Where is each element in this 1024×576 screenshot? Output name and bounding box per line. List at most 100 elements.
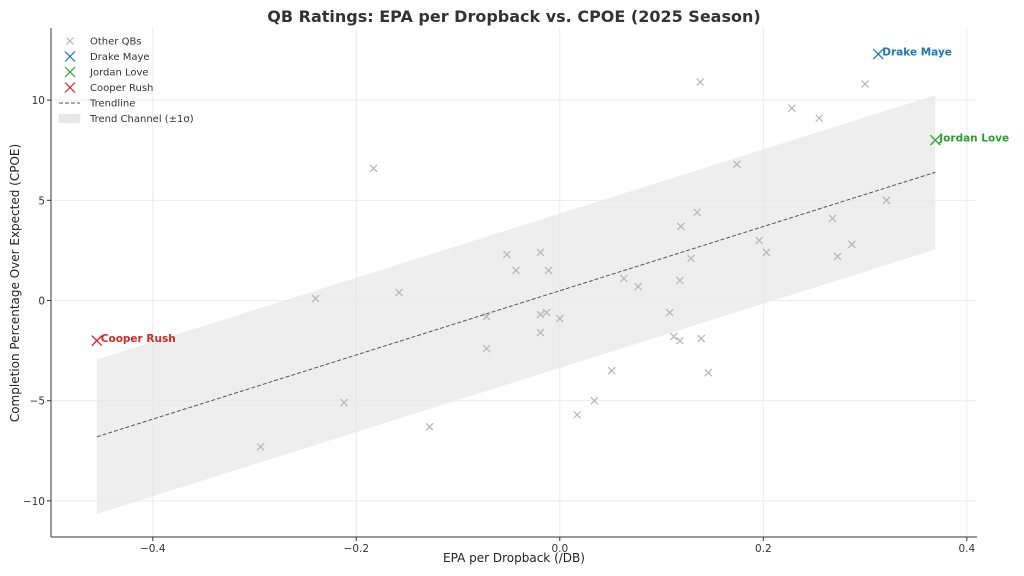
marker-stroke [340,398,348,407]
x-tick-label: 0.0 [551,543,568,555]
data-point [847,240,856,249]
point-annotation: Drake Maye [882,47,952,59]
data-point [697,334,706,343]
highlight-point [929,134,941,146]
point-annotation: Cooper Rush [101,333,176,345]
marker-stroke [828,214,837,223]
marker-stroke [91,335,103,347]
y-tick-label: 10 [32,95,45,107]
marker-stroke [607,366,616,375]
point-annotation: Jordan Love [938,133,1009,145]
marker-stroke [755,236,764,245]
data-point [634,282,643,291]
marker-stroke [542,308,551,317]
legend-marker-stroke [66,37,74,45]
x-tick-label: 0.4 [958,543,975,555]
data-points-layer [91,48,941,451]
marker-stroke [536,248,545,257]
marker-stroke [787,104,796,113]
marker-stroke [697,334,706,343]
marker-stroke [311,294,320,303]
marker-stroke [544,266,553,275]
data-point [482,344,491,353]
legend-item: Jordan Love [64,66,149,79]
marker-stroke [482,344,491,353]
legend-band-swatch [58,114,81,123]
legend: Other QBs Drake Maye Jordan Love Cooper Rus… [58,37,194,125]
data-point [693,208,702,217]
legend-label: Drake Maye [90,52,150,63]
legend-item: Cooper Rush [64,82,153,94]
marker-stroke [693,208,702,217]
highlight-point [872,48,884,60]
data-point [542,308,551,317]
marker-stroke [732,160,741,169]
y-tick-label: −5 [30,396,45,408]
marker-stroke [536,310,545,319]
legend-marker-stroke [64,51,76,62]
marker-stroke [482,312,491,321]
marker-stroke [704,368,713,377]
chart-title: QB Ratings: EPA per Dropback vs. CPOE (2… [267,7,760,26]
marker-stroke [665,308,674,317]
marker-stroke [676,222,685,231]
data-point [687,254,695,263]
legend-marker-stroke [64,66,76,78]
marker-stroke [675,336,684,345]
data-point [665,308,674,317]
y-axis-label: Completion Percentage Over Expected (CPO… [8,144,22,422]
marker-stroke [669,332,678,341]
ticks-layer: −0.4 −0.2 0.0 0.2 0.4 −10 −5 0 5 10 [23,95,976,555]
x-tick-label: −0.4 [140,543,166,555]
x-axis-label: EPA per Dropback (/DB) [443,551,585,565]
marker-stroke [256,442,265,451]
marker-stroke [675,276,684,285]
axes-layer [50,28,977,538]
legend-item: Trendline [59,99,135,110]
data-point [619,274,628,283]
data-point [787,104,796,113]
marker-stroke [861,80,869,89]
marker-stroke [815,114,824,123]
data-point [311,294,320,303]
data-point [882,196,891,205]
data-point [395,288,403,297]
trendline-layer [96,171,936,438]
data-point [704,368,713,377]
legend-item: Drake Maye [64,51,150,63]
marker-stroke [833,252,842,261]
marker-stroke [369,164,378,173]
marker-stroke [882,196,891,205]
legend-label: Other QBs [90,37,142,48]
data-point [696,78,705,87]
marker-stroke [536,328,545,337]
marker-stroke [847,240,856,249]
data-point [828,214,837,223]
marker-stroke [590,396,599,405]
legend-label: Jordan Love [89,68,149,79]
marker-stroke [872,48,884,60]
marker-stroke [555,314,564,323]
data-point [340,398,348,407]
marker-stroke [929,134,941,146]
y-tick-label: 0 [38,296,45,308]
data-point [676,222,685,231]
data-point [815,114,824,123]
data-point [675,336,684,345]
data-point [502,250,511,259]
data-point [536,328,545,337]
trendline [96,171,936,438]
highlight-point [91,335,103,347]
data-point [675,276,684,285]
data-point [482,312,491,321]
legend-label: Trend Channel (±1σ) [89,114,194,125]
data-point [590,396,599,405]
data-point [536,248,545,257]
y-tick-label: −10 [23,496,45,508]
data-point [833,252,842,261]
data-point [607,366,616,375]
legend-item: Other QBs [66,37,142,48]
data-point [425,422,434,431]
